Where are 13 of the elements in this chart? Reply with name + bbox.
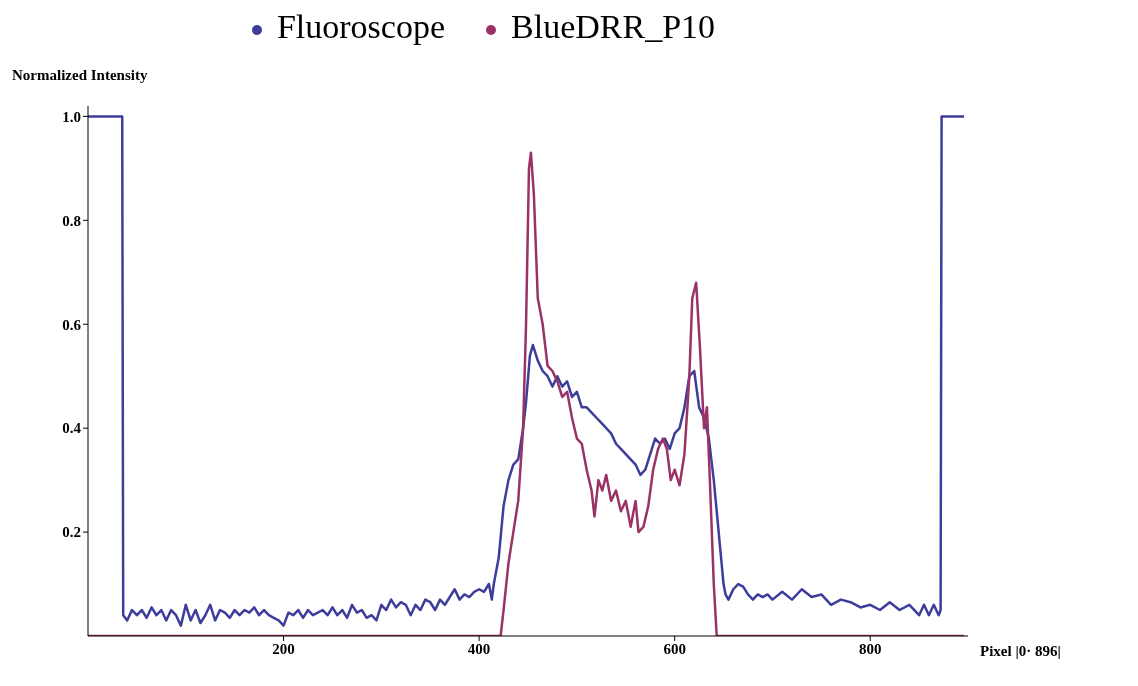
- y-tick-label: 0.2: [62, 524, 81, 541]
- y-tick-label: 1.0: [62, 108, 81, 125]
- y-tick-label: 0.4: [62, 420, 82, 437]
- x-tick-label: 600: [663, 640, 686, 657]
- y-tick-label: 0.8: [62, 212, 81, 229]
- x-tick-label: 400: [467, 640, 491, 657]
- x-tick-label: 800: [858, 640, 882, 657]
- y-axis-title: Normalized Intensity: [12, 67, 148, 83]
- legend-label: BlueDRR_P10: [510, 8, 716, 45]
- y-tick-label: 0.6: [62, 316, 82, 333]
- x-tick-label: 200: [272, 640, 295, 657]
- legend-label: Fluoroscope: [275, 8, 446, 45]
- x-axis-title: Pixel |0· 896|: [980, 643, 1061, 660]
